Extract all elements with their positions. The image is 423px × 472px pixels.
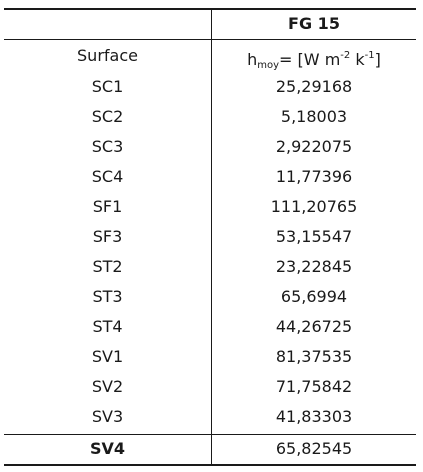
- unit-exponent-m: -2: [340, 50, 351, 61]
- column-group-header: FG 15: [288, 14, 340, 33]
- surface-cell: SV3: [91, 407, 124, 426]
- unit-prefix: = [W m: [279, 50, 341, 69]
- h-moy-value-cell: 5,18003: [280, 107, 348, 126]
- surface-cell: ST3: [92, 287, 123, 306]
- h-moy-column-header: hmoy= [W m-2 k-1]: [212, 41, 416, 71]
- h-moy-value-cell: 65,82545: [275, 439, 353, 458]
- h-symbol: h: [247, 50, 258, 69]
- surface-cell: ST2: [92, 257, 123, 276]
- unit-exponent-k: -1: [364, 50, 375, 61]
- h-moy-value-cell: 111,20765: [270, 197, 358, 216]
- h-moy-value-cell: 25,29168: [275, 77, 353, 96]
- h-moy-value-cell: 53,15547: [275, 227, 353, 246]
- h-moy-value-cell: 44,26725: [275, 317, 353, 336]
- h-moy-value-cell: 71,75842: [275, 377, 353, 396]
- surface-cell: ST4: [92, 317, 123, 336]
- surface-cell: SF1: [92, 197, 123, 216]
- table-top-rule: [4, 8, 416, 10]
- unit-mid: k: [350, 50, 365, 69]
- h-moy-value-cell: 65,6994: [280, 287, 348, 306]
- surface-cell: SF3: [92, 227, 123, 246]
- surface-cell: SV1: [91, 347, 124, 366]
- data-table: FG 15 Surface hmoy= [W m-2 k-1] SC1 25,29…: [4, 0, 416, 468]
- h-moy-value-cell: 2,922075: [275, 137, 353, 156]
- h-moy-value-cell: 81,37535: [275, 347, 353, 366]
- surface-cell: SC4: [91, 167, 124, 186]
- column-separator: [211, 8, 212, 466]
- surface-cell: SV2: [91, 377, 124, 396]
- last-row-rule: [4, 434, 416, 435]
- surface-cell: SC3: [91, 137, 124, 156]
- unit-suffix: ]: [374, 50, 381, 69]
- h-subscript: moy: [257, 60, 280, 71]
- table-bottom-rule: [4, 464, 416, 466]
- h-moy-value-cell: 23,22845: [275, 257, 353, 276]
- surface-cell: SC2: [91, 107, 124, 126]
- surface-column-header: Surface: [77, 46, 138, 65]
- h-moy-value-cell: 41,83303: [275, 407, 353, 426]
- surface-cell: SV4: [89, 439, 126, 458]
- surface-cell: SC1: [91, 77, 124, 96]
- header-rule: [4, 39, 416, 40]
- h-moy-value-cell: 11,77396: [275, 167, 353, 186]
